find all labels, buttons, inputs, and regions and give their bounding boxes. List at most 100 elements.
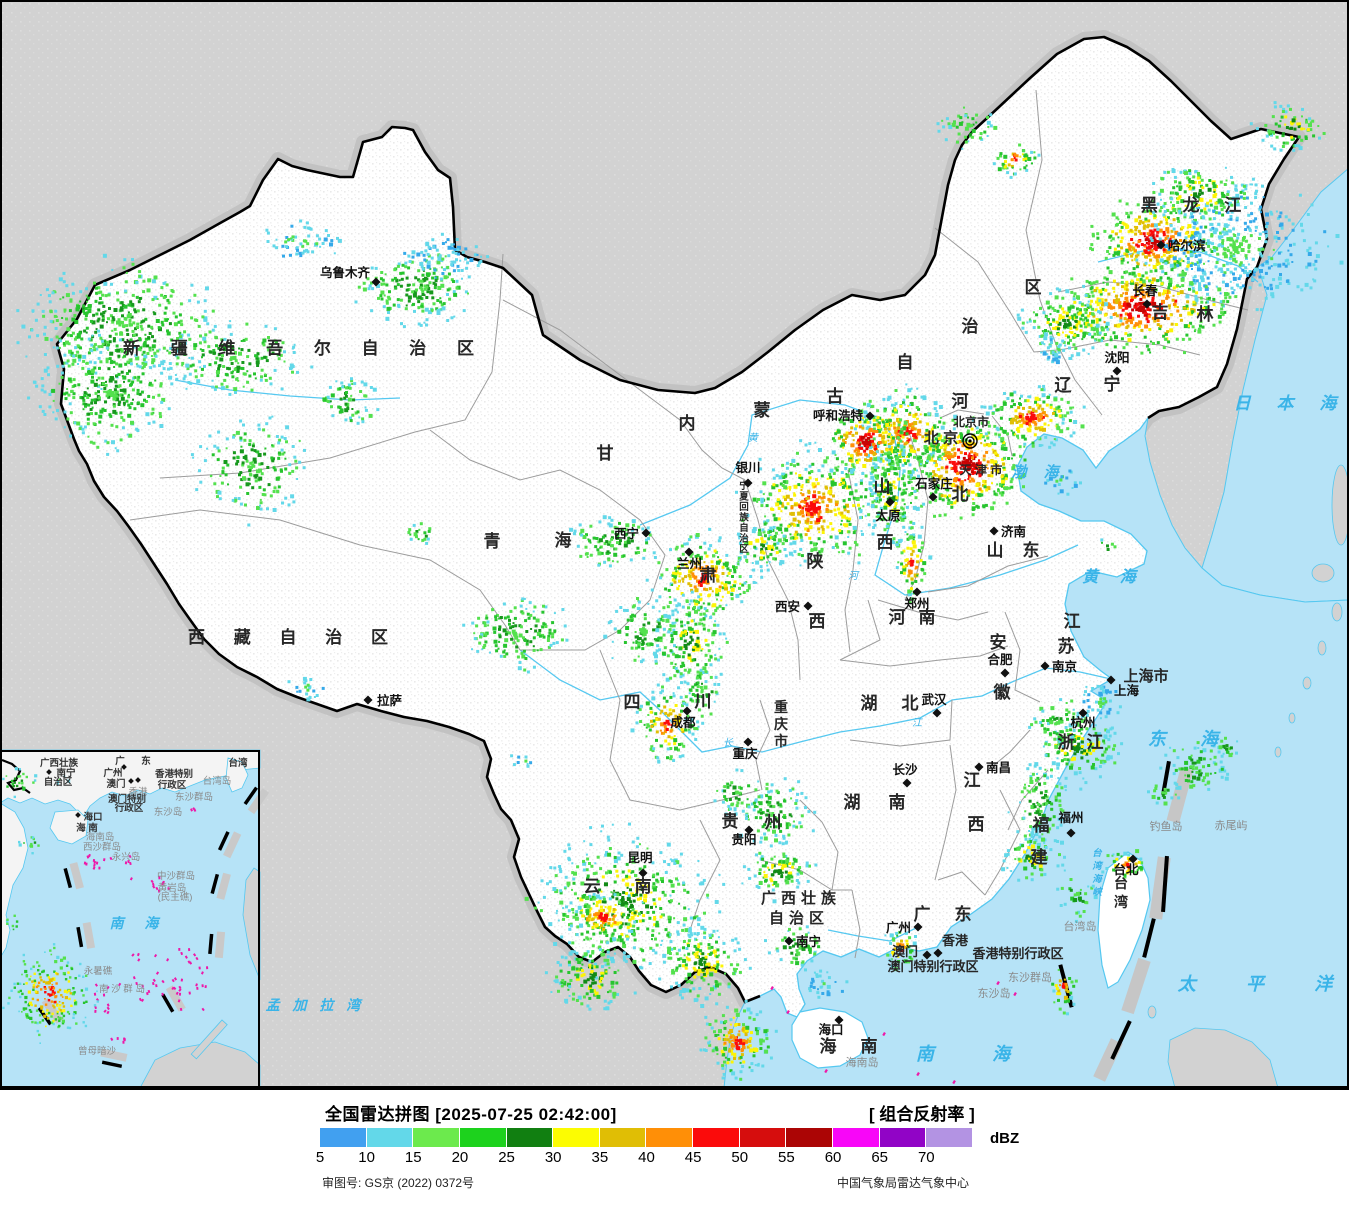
city-label: 福州 xyxy=(1057,810,1083,825)
island-label: 钓鱼岛 xyxy=(1150,819,1183,833)
inset-label: 自治区 xyxy=(44,776,73,788)
province-border xyxy=(939,409,985,419)
province-label: 治 xyxy=(962,316,979,336)
inset-islet xyxy=(109,856,113,861)
tick-label: 45 xyxy=(684,1149,702,1166)
province-border xyxy=(599,649,761,811)
capital-marker xyxy=(965,436,975,446)
province-border xyxy=(1004,611,1041,703)
city-marker xyxy=(1066,828,1076,838)
sea-label: 东 海 xyxy=(1148,729,1232,750)
tick-label: 40 xyxy=(638,1149,655,1166)
islet-mark xyxy=(996,981,1000,986)
island xyxy=(1317,640,1327,656)
province-border xyxy=(799,799,839,891)
inset-islet xyxy=(92,866,96,870)
inset-label: 曾母暗沙 xyxy=(78,1045,117,1057)
inset-islet xyxy=(155,984,158,988)
inset-islet xyxy=(198,966,201,970)
inset-label: 广西壮族 xyxy=(40,757,79,769)
province-label: 河 xyxy=(889,608,906,627)
color-swatch-5 xyxy=(320,1128,367,1147)
inset-islet xyxy=(178,988,182,992)
color-swatch-40 xyxy=(646,1128,694,1147)
tick-label: 15 xyxy=(404,1149,422,1166)
inset-city-marker xyxy=(135,777,141,783)
inset-islet xyxy=(93,863,96,867)
inset-islet xyxy=(141,984,144,988)
island xyxy=(1147,1005,1157,1019)
city-label: 太原 xyxy=(875,508,901,523)
inset-islet xyxy=(173,977,178,981)
inset-label: 东沙岛 xyxy=(154,806,183,818)
inset-islet xyxy=(132,976,136,980)
inset-dash xyxy=(161,993,175,1013)
sea-label: 日 本 海 xyxy=(1234,394,1347,414)
city-marker xyxy=(834,1015,844,1025)
tick-label: 70 xyxy=(917,1149,935,1166)
province-border xyxy=(159,253,504,479)
province-border xyxy=(1059,349,1103,416)
color-swatch-45 xyxy=(693,1128,740,1147)
province-label: 江 xyxy=(1064,612,1081,631)
inset-label: 海 南 xyxy=(76,822,98,834)
city-label: 重庆 xyxy=(732,746,758,761)
province-label: 四 xyxy=(624,693,641,712)
color-swatch-65 xyxy=(879,1128,927,1147)
inset-islet xyxy=(150,879,154,884)
inset-islet xyxy=(152,885,156,889)
inset-islet xyxy=(106,1010,110,1015)
inset-islet xyxy=(178,992,182,996)
province-label: 苏 xyxy=(1058,636,1075,656)
tick-label: 25 xyxy=(498,1149,515,1166)
province-label: 西 xyxy=(809,612,826,631)
province-label: 北 xyxy=(952,485,969,504)
inset-islet xyxy=(110,1037,114,1041)
city-marker xyxy=(912,587,922,597)
city-marker xyxy=(743,737,753,747)
sea-label: 台湾海峡 xyxy=(1092,847,1104,898)
province-label: 东 xyxy=(1023,540,1040,560)
province-label: 广西壮族 xyxy=(761,889,841,907)
inset-label: 西沙群岛 xyxy=(83,841,121,853)
inset-islet xyxy=(103,1009,107,1013)
province-label: 青 xyxy=(484,531,501,551)
colorbar-ticks: 5 10 15 20 25 30 35 40 45 50 55 60 65 70 xyxy=(316,1149,1020,1167)
tick-label: 50 xyxy=(731,1149,749,1166)
province-borders xyxy=(129,89,1249,959)
inset-islet xyxy=(140,998,145,1003)
city-label: 沈阳 xyxy=(1104,350,1129,365)
color-swatch-30 xyxy=(553,1128,600,1147)
inset-islet xyxy=(171,978,175,983)
inset-islet xyxy=(204,985,207,989)
city-marker xyxy=(902,778,912,788)
island-label: 台湾岛 xyxy=(1064,919,1097,933)
city-label: 济南 xyxy=(1001,524,1027,539)
city-label: 杭州 xyxy=(1070,715,1095,730)
inset-dash xyxy=(208,933,214,955)
city-label: 长沙 xyxy=(892,762,918,777)
inset-dash-shadow xyxy=(69,862,84,890)
inset-islet xyxy=(98,866,101,870)
inset-label: 澳门特别 xyxy=(108,793,146,805)
province-label: 广 xyxy=(914,904,931,924)
city-label: 乌鲁木齐 xyxy=(320,265,371,280)
inset-islet xyxy=(187,948,191,952)
province-label: 西 xyxy=(968,815,985,834)
province-label: 江 xyxy=(1087,733,1104,752)
city-marker xyxy=(803,601,813,611)
inset-islet xyxy=(161,992,164,996)
tick-label: 65 xyxy=(871,1149,889,1166)
river xyxy=(639,399,1079,596)
inset-islet xyxy=(88,853,91,858)
inset-islet xyxy=(116,1037,119,1040)
island-label: 东沙岛 xyxy=(978,986,1011,1000)
city-label: 昆明 xyxy=(627,850,652,865)
nine-dash-segment xyxy=(1142,918,1156,958)
province-label: 自 xyxy=(897,352,914,372)
inset-label: 广州 xyxy=(103,767,122,779)
province-border xyxy=(851,889,861,959)
province-border xyxy=(429,429,666,651)
city-label: 石家庄 xyxy=(914,476,953,491)
